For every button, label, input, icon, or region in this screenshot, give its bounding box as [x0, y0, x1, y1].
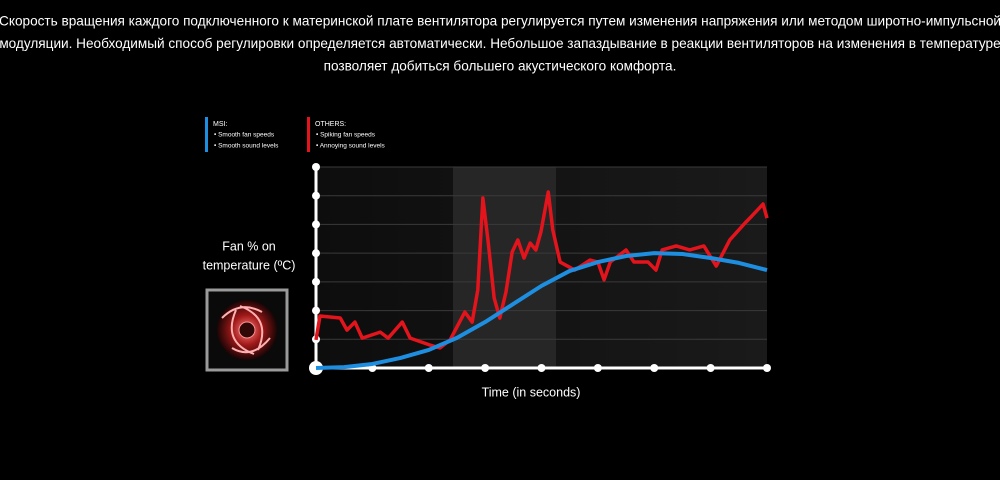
legend-swatch [205, 117, 208, 152]
fan-image-blades [221, 305, 271, 355]
x-tick-dot [537, 364, 546, 372]
description-line: позволяет добиться большего акустическог… [324, 59, 677, 74]
series-line [315, 251, 768, 370]
description-line: Скорость вращения каждого подключенного … [0, 14, 1000, 29]
legend-note: • Spiking fan speeds [316, 132, 376, 139]
series-line [314, 190, 769, 350]
y-tick-dot [312, 249, 320, 258]
x-axis-label: Time (in seconds) [482, 385, 581, 399]
legend-note: • Annoying sound levels [316, 143, 386, 150]
y-tick-dot [312, 306, 320, 315]
legend-note: • Smooth sound levels [214, 143, 279, 150]
x-tick-dot [481, 364, 490, 372]
x-tick-dot [763, 364, 771, 372]
y-axis-label: Fan % on [222, 239, 276, 253]
description: Скорость вращения каждого подключенного … [0, 14, 1000, 74]
legend-note: • Smooth fan speeds [214, 132, 275, 139]
legend-label: OTHERS: [315, 121, 346, 128]
legend-label: MSI: [213, 121, 227, 128]
chart: MSI: • Smooth fan speeds • Smooth sound le… [203, 117, 771, 399]
fan-image-hub [238, 321, 256, 339]
x-tick-dot [650, 364, 659, 372]
legend-swatch [307, 117, 310, 152]
description-line: модуляции. Необходимый способ регулировк… [0, 36, 1000, 51]
x-tick-dot [424, 364, 433, 372]
y-tick-dot [312, 277, 320, 286]
plot-highlight [453, 167, 556, 368]
y-tick-dot [312, 191, 320, 200]
y-axis-label: temperature (ºC) [203, 258, 296, 272]
x-tick-dot [593, 364, 602, 372]
x-tick-dot [706, 364, 715, 372]
y-tick-dot [312, 220, 320, 229]
y-tick-dot [312, 163, 320, 171]
